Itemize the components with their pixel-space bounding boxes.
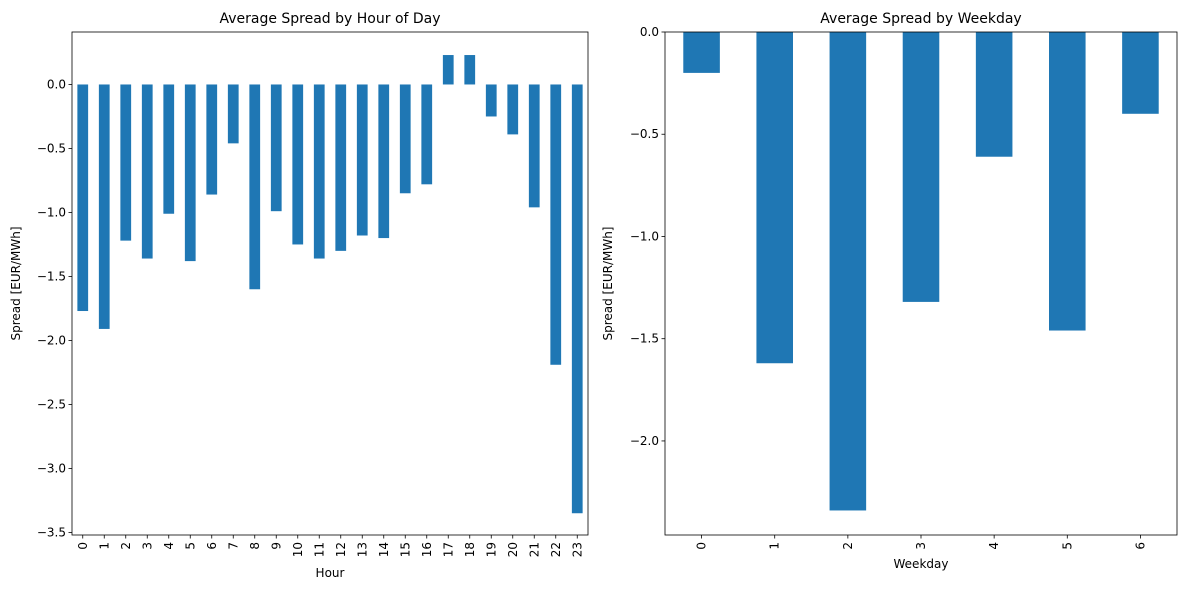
y-axis-label: Spread [EUR/MWh]	[9, 226, 23, 340]
x-tick-label: 20	[506, 542, 520, 557]
y-tick-label: −1.5	[630, 332, 659, 346]
chart-title: Average Spread by Weekday	[820, 11, 1021, 27]
x-tick-label: 5	[1060, 542, 1074, 550]
x-tick-label: 16	[420, 542, 434, 557]
bar	[1049, 32, 1086, 331]
y-tick-label: −3.0	[37, 461, 66, 475]
bar	[335, 84, 347, 251]
bar	[77, 84, 89, 312]
x-tick-label: 22	[549, 542, 563, 557]
x-tick-label: 3	[914, 542, 928, 550]
bar	[571, 84, 583, 514]
bar	[507, 84, 519, 135]
x-axis-label: Weekday	[894, 557, 949, 571]
y-axis-label: Spread [EUR/MWh]	[601, 226, 615, 340]
x-tick-label: 10	[291, 542, 305, 557]
x-tick-label: 12	[334, 542, 348, 557]
y-tick-label: −0.5	[37, 141, 66, 155]
x-tick-label: 18	[463, 542, 477, 557]
x-tick-label: 13	[355, 542, 369, 557]
weekday-spread-chart: Average Spread by Weekday Weekday Spread…	[601, 11, 1178, 571]
bar	[313, 84, 325, 259]
x-tick-label: 6	[205, 542, 219, 550]
x-tick-label: 4	[162, 542, 176, 550]
bar	[442, 55, 454, 85]
bar	[206, 84, 218, 195]
bar	[756, 32, 793, 364]
y-tick-label: −2.5	[37, 397, 66, 411]
x-tick-label: 23	[570, 542, 584, 557]
x-tick-label: 19	[484, 542, 498, 557]
bar	[485, 84, 497, 117]
bar	[356, 84, 368, 236]
x-tick-label: 4	[987, 542, 1001, 550]
x-tick-label: 1	[768, 542, 782, 550]
bar	[227, 84, 239, 144]
y-tick-label: 0.0	[640, 25, 659, 39]
bar	[378, 84, 390, 239]
bar	[98, 84, 110, 329]
bar	[120, 84, 132, 241]
axes-frame	[71, 31, 589, 536]
x-tick-label: 1	[97, 542, 111, 550]
x-tick-label: 11	[312, 542, 326, 557]
x-tick-label: 2	[841, 542, 855, 550]
x-tick-label: 15	[398, 542, 412, 557]
hourly-spread-chart: Average Spread by Hour of Day Hour Sprea…	[9, 11, 589, 580]
bar	[421, 84, 433, 185]
bar	[975, 32, 1013, 157]
x-tick-label: 14	[377, 542, 391, 557]
bar	[902, 32, 940, 302]
y-tick-label: −1.0	[37, 205, 66, 219]
y-tick-label: −1.0	[630, 229, 659, 243]
y-tick-label: 0.0	[47, 77, 66, 91]
bar	[292, 84, 304, 245]
x-tick-label: 9	[269, 542, 283, 550]
x-tick-label: 6	[1133, 542, 1147, 550]
bar	[528, 84, 540, 208]
bar	[249, 84, 261, 290]
chart-title: Average Spread by Hour of Day	[219, 11, 440, 27]
bar	[550, 84, 562, 365]
x-tick-label: 21	[527, 542, 541, 557]
bar	[683, 32, 720, 73]
x-tick-label: 3	[140, 542, 154, 550]
y-tick-label: −2.0	[37, 333, 66, 347]
x-axis-label: Hour	[316, 566, 345, 580]
x-tick-label: 17	[441, 542, 455, 557]
bar	[141, 84, 153, 259]
x-tick-label: 7	[226, 542, 240, 550]
bar	[270, 84, 282, 212]
bar	[1122, 32, 1159, 114]
y-tick-label: −2.0	[630, 434, 659, 448]
bar	[184, 84, 196, 262]
bar	[829, 32, 867, 511]
y-tick-label: −3.5	[37, 525, 66, 539]
bar	[163, 84, 175, 214]
x-tick-label: 5	[183, 542, 197, 550]
x-tick-label: 0	[76, 542, 90, 550]
y-tick-label: −1.5	[37, 269, 66, 283]
x-tick-label: 0	[695, 542, 709, 550]
y-tick-label: −0.5	[630, 127, 659, 141]
x-tick-label: 8	[248, 542, 262, 550]
bar	[464, 55, 476, 85]
x-tick-label: 2	[119, 542, 133, 550]
bar	[399, 84, 411, 194]
